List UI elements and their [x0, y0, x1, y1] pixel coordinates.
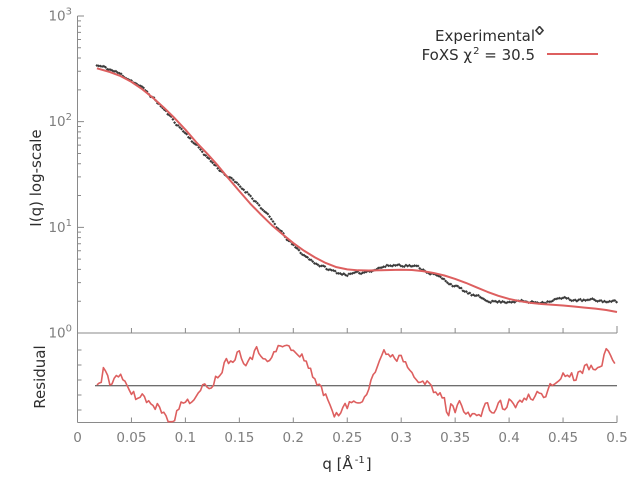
axes — [77, 15, 618, 423]
y-tick-label: 101 — [48, 218, 72, 236]
x-tick-label: 0 — [73, 430, 82, 446]
x-tick-label: 0.2 — [283, 430, 304, 446]
experimental-points — [95, 63, 619, 305]
x-tick-label: 0.3 — [390, 430, 411, 446]
x-tick-label: 0.1 — [175, 430, 196, 446]
legend-entry-foxs-fit: FoXS χ2 = 30.5 — [330, 45, 610, 64]
fit-line-sample-icon — [547, 53, 598, 56]
y-tick-label: 100 — [48, 324, 72, 342]
x-tick-labels: 0 0.05 0.1 0.15 0.2 0.25 0.3 0.35 0.4 0.45 0.5 — [73, 430, 628, 446]
y-axis-label-intensity: I(q) log-scale — [27, 129, 45, 227]
legend-label-foxs: FoXS χ2 = 30.5 — [421, 45, 535, 64]
x-tick-label: 0.45 — [548, 430, 578, 446]
x-tick-label: 0.15 — [224, 430, 254, 446]
x-tick-label: 0.05 — [116, 430, 146, 446]
x-tick-label: 0.35 — [440, 430, 470, 446]
diamond-marker-icon — [535, 26, 544, 35]
x-axis-label-exponent: -1 — [354, 455, 365, 466]
residual-curve — [96, 344, 616, 423]
y-axis-label-residual: Residual — [31, 345, 49, 409]
x-axis-label-pre: q [Å — [322, 455, 353, 473]
foxs-fit-line — [96, 67, 618, 313]
x-tick-label: 0.25 — [332, 430, 362, 446]
x-tick-label: 0.4 — [498, 430, 519, 446]
legend-entry-experimental: Experimental — [330, 26, 610, 45]
legend: Experimental FoXS χ2 = 30.5 — [330, 26, 610, 64]
x-tick-label: 0.5 — [606, 430, 627, 446]
legend-label-experimental: Experimental — [434, 26, 535, 45]
y-tick-label: 102 — [48, 112, 72, 130]
intensity-y-tick-labels: 100 101 102 103 — [48, 7, 72, 342]
x-axis-label-post: ] — [365, 455, 372, 473]
y-tick-label: 103 — [48, 7, 72, 25]
x-axis-label: q [Å -1] — [247, 455, 447, 473]
